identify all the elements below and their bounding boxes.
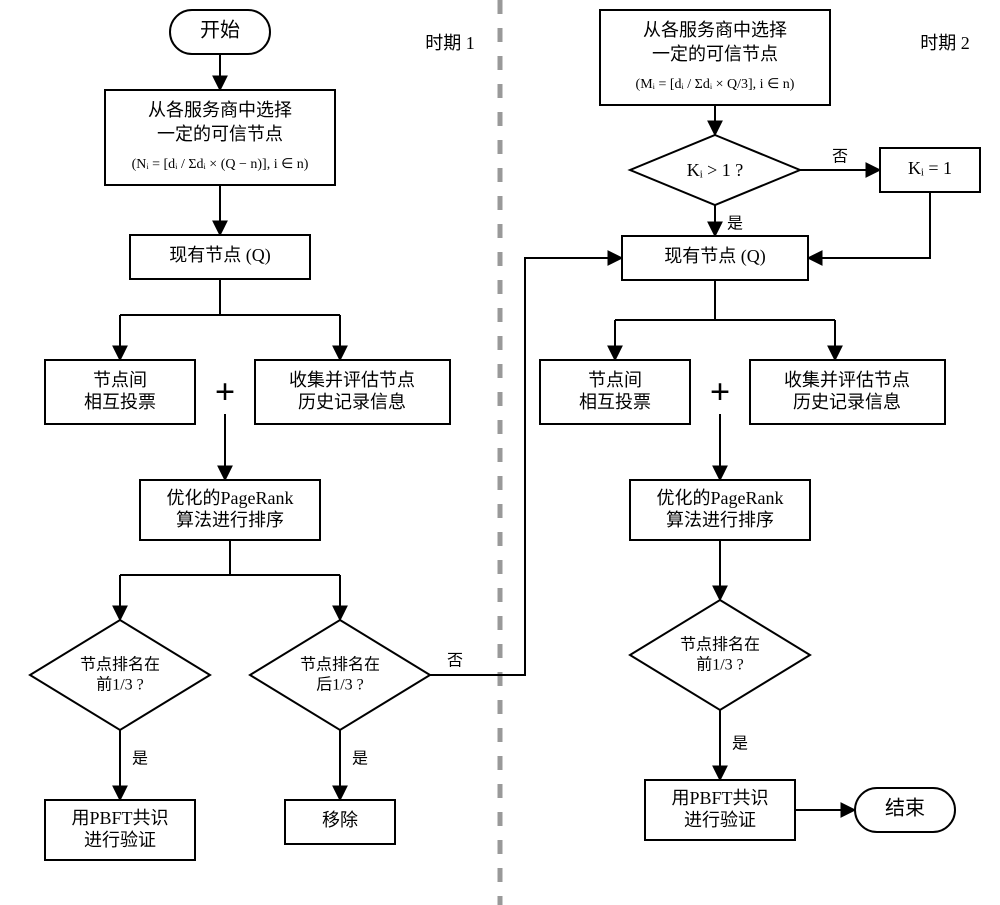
p1-existing-text: 现有节点 (Q) [169,245,271,266]
p1-select-l1: 从各服务商中选择 [148,100,292,120]
p2-dtop-l1: 节点排名在 [680,636,760,654]
edge-p1-no-to-p2existing [430,258,622,675]
p1-d2-no-lbl: 否 [447,653,463,670]
p1-plus-icon: + [215,371,236,411]
p1-pbft-l2: 进行验证 [84,830,156,850]
p2-hist-l2: 历史记录信息 [793,392,901,412]
p2-select-l1: 从各服务商中选择 [643,20,787,40]
start-text: 开始 [200,19,240,42]
p2-existing-text: 现有节点 (Q) [664,246,766,267]
p2-k-no-lbl: 否 [832,149,848,166]
p1-select-formula: (Nᵢ = [dᵢ / Σdᵢ × (Q − n)], i ∈ n) [132,157,309,172]
edge-p2-keq-to-existing [808,192,930,258]
p2-select-l2: 一定的可信节点 [652,44,778,64]
p2-pr-l2: 算法进行排序 [666,510,774,530]
p1-pbft-l1: 用PBFT共识 [71,808,168,828]
p1-dbot-l1: 节点排名在 [300,656,380,674]
p2-yes-lbl: 是 [732,736,748,753]
end-text: 结束 [885,797,925,820]
p1-hist-l2: 历史记录信息 [298,392,406,412]
p1-d1-yes-lbl: 是 [132,751,148,768]
p1-pr-l1: 优化的PageRank [167,488,294,508]
p1-hist-l1: 收集并评估节点 [289,370,415,390]
p2-vote-l2: 相互投票 [579,392,651,412]
p2-hist-l1: 收集并评估节点 [784,370,910,390]
p2-diamond-top [630,600,810,710]
period-1-label: 时期 1 [425,33,475,53]
p2-k-yes-lbl: 是 [727,216,743,233]
p2-vote-l1: 节点间 [588,370,642,390]
p2-pbft-l2: 进行验证 [684,810,756,830]
p1-select-l2: 一定的可信节点 [157,124,283,144]
p1-pr-l2: 算法进行排序 [176,510,284,530]
p1-dbot-l2: 后1/3 ? [316,676,364,694]
p2-keq-text: Kᵢ = 1 [908,158,952,178]
period-2-label: 时期 2 [920,33,970,53]
p2-select-formula: (Mᵢ = [dᵢ / Σdᵢ × Q/3], i ∈ n) [636,77,795,92]
p1-vote-l2: 相互投票 [84,392,156,412]
p1-diamond-bot [250,620,430,730]
p1-diamond-top [30,620,210,730]
p2-plus-icon: + [710,371,731,411]
p2-pr-l1: 优化的PageRank [657,488,784,508]
p1-vote-l1: 节点间 [93,370,147,390]
p2-dtop-l2: 前1/3 ? [696,656,744,674]
p1-dtop-l2: 前1/3 ? [96,676,144,694]
p1-d2-yes-lbl: 是 [352,751,368,768]
p1-dtop-l1: 节点排名在 [80,656,160,674]
p2-k-text: Kᵢ > 1 ? [687,160,744,180]
flowchart-canvas: 时期 1 时期 2 开始 从各服务商中选择 一定的可信节点 (Nᵢ = [dᵢ … [0,0,1000,905]
p2-pbft-l1: 用PBFT共识 [671,788,768,808]
p1-remove-text: 移除 [322,810,358,830]
